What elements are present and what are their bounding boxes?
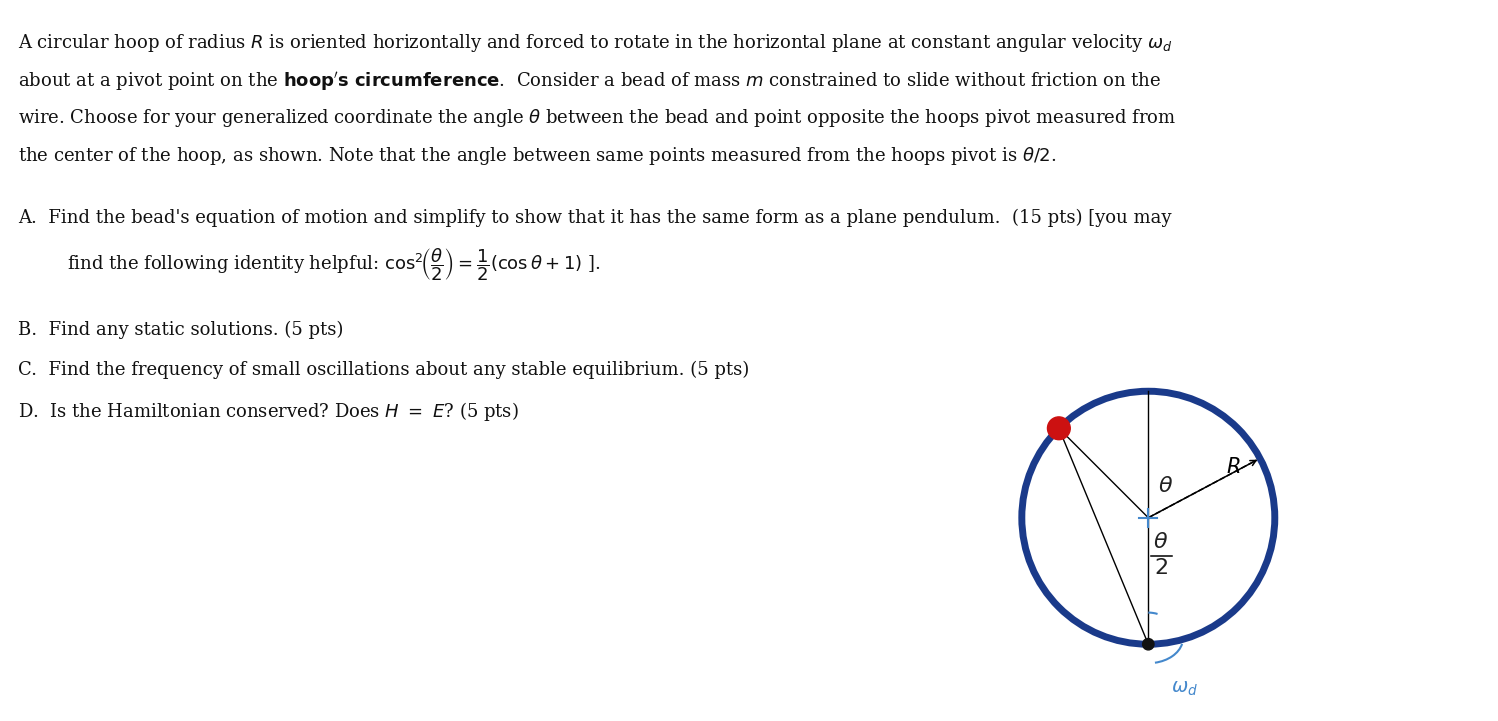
Text: wire. Choose for your generalized coordinate the angle $\theta$ between the bead: wire. Choose for your generalized coordi…: [18, 107, 1176, 130]
Text: $\theta$: $\theta$: [1153, 531, 1168, 553]
Text: A.  Find the bead's equation of motion and simplify to show that it has the same: A. Find the bead's equation of motion an…: [18, 209, 1171, 227]
Circle shape: [1143, 639, 1153, 650]
Text: $\theta$: $\theta$: [1158, 475, 1173, 497]
Text: find the following identity helpful: $\mathrm{cos}^2\!\left(\dfrac{\theta}{2}\ri: find the following identity helpful: $\m…: [67, 247, 601, 283]
Text: $R$: $R$: [1227, 457, 1240, 477]
Text: A circular hoop of radius $R$ is oriented horizontally and forced to rotate in t: A circular hoop of radius $R$ is oriente…: [18, 32, 1173, 55]
Text: $\omega_d$: $\omega_d$: [1171, 680, 1198, 698]
Text: D.  Is the Hamiltonian conserved? Does $H \ = \ E$? (5 pts): D. Is the Hamiltonian conserved? Does $H…: [18, 400, 518, 423]
Circle shape: [1047, 417, 1070, 440]
Text: $2$: $2$: [1153, 557, 1168, 579]
Text: about at a pivot point on the $\mathbf{hoop's\ circumference}$.  Consider a bead: about at a pivot point on the $\mathbf{h…: [18, 70, 1161, 93]
Text: the center of the hoop, as shown. Note that the angle between same points measur: the center of the hoop, as shown. Note t…: [18, 145, 1056, 167]
Text: C.  Find the frequency of small oscillations about any stable equilibrium. (5 pt: C. Find the frequency of small oscillati…: [18, 360, 749, 379]
Text: B.  Find any static solutions. (5 pts): B. Find any static solutions. (5 pts): [18, 321, 343, 339]
